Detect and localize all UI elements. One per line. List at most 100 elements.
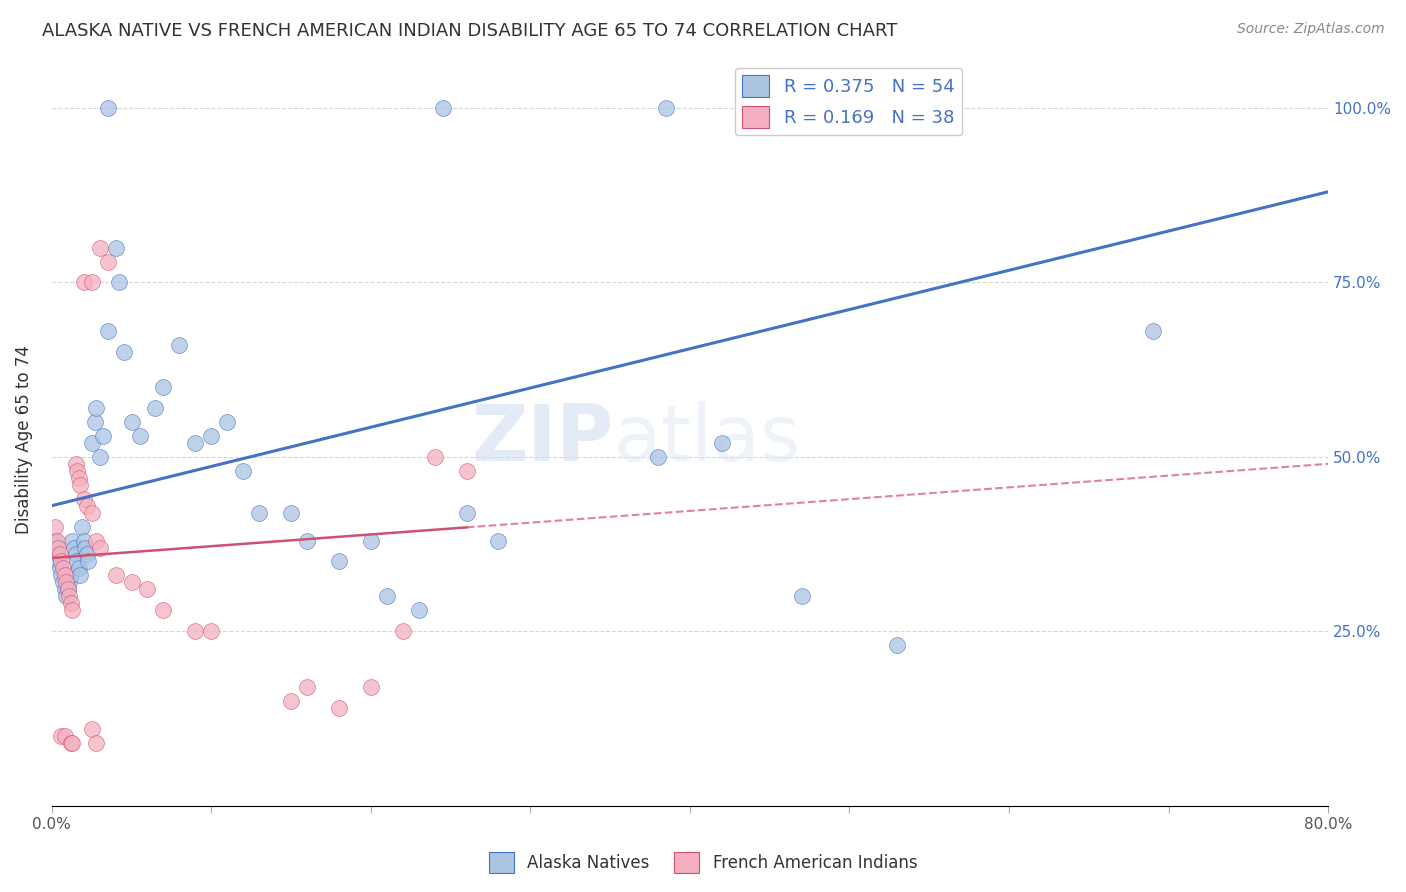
Point <box>97 324 120 338</box>
Point <box>107 276 129 290</box>
Point <box>62 603 84 617</box>
Point <box>488 533 510 548</box>
Point <box>59 596 82 610</box>
Point <box>360 680 382 694</box>
Point <box>200 429 222 443</box>
Point <box>76 548 98 562</box>
Point <box>67 561 90 575</box>
Point <box>69 477 91 491</box>
Point <box>328 554 350 568</box>
Point <box>62 533 84 548</box>
Point <box>77 554 100 568</box>
Point <box>51 568 73 582</box>
Point <box>70 519 93 533</box>
Point <box>80 436 103 450</box>
Point <box>295 533 318 548</box>
Point <box>86 736 108 750</box>
Text: ALASKA NATIVE VS FRENCH AMERICAN INDIAN DISABILITY AGE 65 TO 74 CORRELATION CHAR: ALASKA NATIVE VS FRENCH AMERICAN INDIAN … <box>42 22 897 40</box>
Point <box>86 533 108 548</box>
Point <box>232 464 254 478</box>
Point <box>136 582 159 597</box>
Point <box>152 603 174 617</box>
Point <box>121 415 143 429</box>
Point <box>89 541 111 555</box>
Text: ZIP: ZIP <box>471 401 613 477</box>
Point <box>280 694 302 708</box>
Point <box>83 415 105 429</box>
Point <box>328 701 350 715</box>
Point <box>63 541 86 555</box>
Text: Source: ZipAtlas.com: Source: ZipAtlas.com <box>1237 22 1385 37</box>
Point <box>360 533 382 548</box>
Point <box>52 561 75 575</box>
Point <box>76 499 98 513</box>
Point <box>169 338 191 352</box>
Point <box>73 491 96 506</box>
Point <box>97 101 120 115</box>
Point <box>46 541 69 555</box>
Point <box>200 624 222 639</box>
Point <box>44 519 66 533</box>
Point <box>65 548 87 562</box>
Point <box>53 582 76 597</box>
Point <box>58 575 80 590</box>
Point <box>432 101 454 115</box>
Point <box>104 241 127 255</box>
Point <box>89 450 111 464</box>
Point <box>184 436 207 450</box>
Point <box>1142 324 1164 338</box>
Point <box>408 603 430 617</box>
Point <box>59 736 82 750</box>
Point <box>456 506 478 520</box>
Point <box>55 590 77 604</box>
Point <box>56 582 79 597</box>
Point <box>48 548 70 562</box>
Legend: Alaska Natives, French American Indians: Alaska Natives, French American Indians <box>482 846 924 880</box>
Point <box>73 276 96 290</box>
Point <box>104 568 127 582</box>
Point <box>145 401 167 415</box>
Point <box>91 429 114 443</box>
Point <box>66 554 89 568</box>
Point <box>53 729 76 743</box>
Point <box>423 450 446 464</box>
Point <box>46 554 69 568</box>
Point <box>65 457 87 471</box>
Point <box>45 548 67 562</box>
Y-axis label: Disability Age 65 to 74: Disability Age 65 to 74 <box>15 345 32 533</box>
Point <box>128 429 150 443</box>
Point <box>121 575 143 590</box>
Point <box>112 345 135 359</box>
Legend: R = 0.375   N = 54, R = 0.169   N = 38: R = 0.375 N = 54, R = 0.169 N = 38 <box>735 68 962 135</box>
Point <box>89 241 111 255</box>
Point <box>75 541 97 555</box>
Point <box>710 436 733 450</box>
Point <box>86 401 108 415</box>
Point <box>647 450 669 464</box>
Point <box>44 533 66 548</box>
Point <box>280 506 302 520</box>
Point <box>391 624 413 639</box>
Point <box>247 506 270 520</box>
Point <box>66 464 89 478</box>
Point <box>51 729 73 743</box>
Point <box>52 575 75 590</box>
Point <box>55 575 77 590</box>
Point <box>51 554 73 568</box>
Point <box>80 276 103 290</box>
Point <box>62 736 84 750</box>
Point <box>58 590 80 604</box>
Point <box>295 680 318 694</box>
Point <box>56 582 79 597</box>
Point <box>152 380 174 394</box>
Point <box>67 471 90 485</box>
Point <box>375 590 398 604</box>
Point <box>97 254 120 268</box>
Point <box>45 533 67 548</box>
Point <box>69 568 91 582</box>
Point <box>655 101 678 115</box>
Point <box>48 561 70 575</box>
Point <box>217 415 239 429</box>
Point <box>184 624 207 639</box>
Point <box>53 568 76 582</box>
